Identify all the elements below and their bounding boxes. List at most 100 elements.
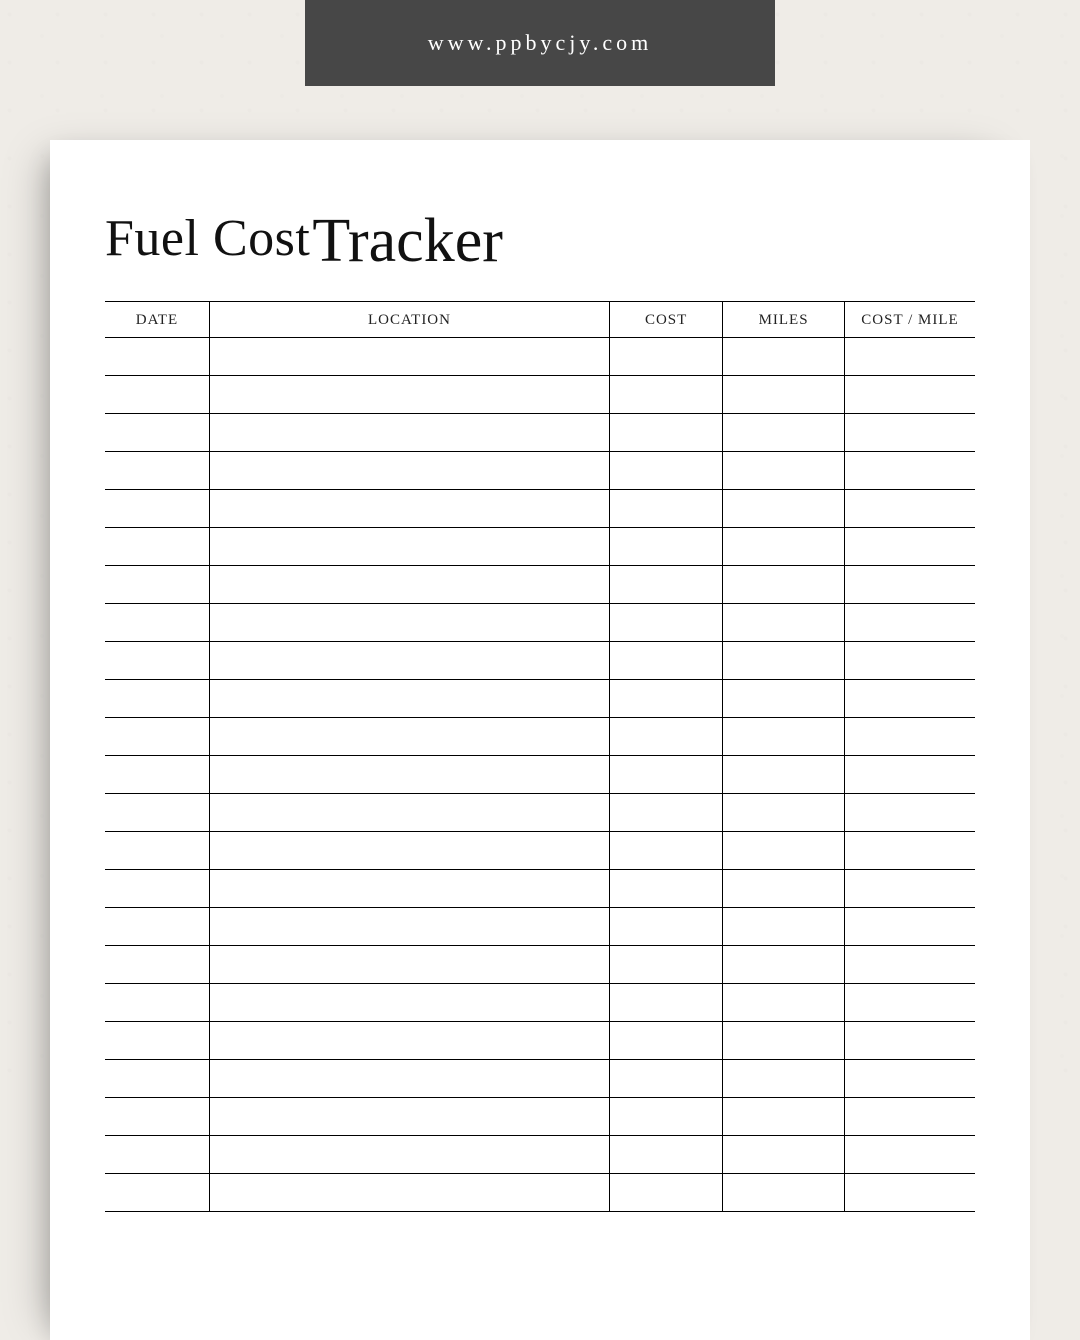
table-cell: [610, 832, 723, 870]
table-cell: [610, 718, 723, 756]
table-cell: [844, 490, 975, 528]
table-cell: [105, 794, 209, 832]
table-row: [105, 566, 975, 604]
table-row: [105, 338, 975, 376]
table-cell: [723, 528, 845, 566]
table-cell: [105, 338, 209, 376]
table-cell: [844, 1022, 975, 1060]
website-url: www.ppbycjy.com: [428, 30, 653, 56]
table-cell: [105, 604, 209, 642]
table-row: [105, 490, 975, 528]
table-cell: [105, 642, 209, 680]
table-cell: [105, 946, 209, 984]
table-cell: [844, 908, 975, 946]
table-cell: [723, 870, 845, 908]
table-cell: [723, 1136, 845, 1174]
table-cell: [844, 1174, 975, 1212]
table-cell: [844, 680, 975, 718]
table-header-row: DATE LOCATION COST MILES COST / MILE: [105, 302, 975, 338]
table-cell: [610, 414, 723, 452]
table-cell: [844, 338, 975, 376]
table-row: [105, 1060, 975, 1098]
table-cell: [844, 566, 975, 604]
table-row: [105, 1136, 975, 1174]
table-cell: [209, 1022, 609, 1060]
table-cell: [610, 680, 723, 718]
table-cell: [610, 490, 723, 528]
table-cell: [723, 794, 845, 832]
table-cell: [723, 376, 845, 414]
table-cell: [723, 1060, 845, 1098]
table-cell: [844, 1136, 975, 1174]
table-cell: [610, 376, 723, 414]
table-cell: [610, 794, 723, 832]
table-row: [105, 680, 975, 718]
table-cell: [105, 756, 209, 794]
table-row: [105, 452, 975, 490]
table-cell: [209, 946, 609, 984]
table-row: [105, 1098, 975, 1136]
table-cell: [105, 1060, 209, 1098]
table-cell: [610, 338, 723, 376]
table-cell: [610, 756, 723, 794]
table-cell: [209, 1136, 609, 1174]
table-cell: [105, 832, 209, 870]
table-cell: [105, 528, 209, 566]
table-cell: [209, 338, 609, 376]
table-cell: [844, 604, 975, 642]
table-cell: [610, 528, 723, 566]
table-cell: [610, 1136, 723, 1174]
table-cell: [209, 908, 609, 946]
table-row: [105, 604, 975, 642]
table-cell: [209, 604, 609, 642]
title-part-serif: Fuel Cost: [105, 209, 310, 268]
table-cell: [105, 1174, 209, 1212]
table-cell: [610, 1060, 723, 1098]
table-row: [105, 984, 975, 1022]
table-row: [105, 376, 975, 414]
table-row: [105, 908, 975, 946]
table-cell: [105, 718, 209, 756]
website-banner: www.ppbycjy.com: [305, 0, 775, 86]
table-row: [105, 528, 975, 566]
table-cell: [723, 338, 845, 376]
table-cell: [105, 870, 209, 908]
table-cell: [723, 832, 845, 870]
table-cell: [723, 490, 845, 528]
title-part-script: Tracker: [312, 206, 503, 277]
table-cell: [723, 1098, 845, 1136]
table-cell: [723, 908, 845, 946]
table-cell: [105, 452, 209, 490]
table-cell: [209, 680, 609, 718]
table-cell: [723, 642, 845, 680]
table-body: [105, 338, 975, 1212]
table-cell: [209, 490, 609, 528]
col-header-cost-mile: COST / MILE: [844, 302, 975, 338]
table-cell: [610, 1022, 723, 1060]
table-cell: [610, 566, 723, 604]
table-cell: [844, 832, 975, 870]
table-cell: [723, 604, 845, 642]
table-cell: [723, 718, 845, 756]
table-cell: [105, 984, 209, 1022]
table-cell: [723, 756, 845, 794]
table-cell: [209, 1174, 609, 1212]
table-row: [105, 946, 975, 984]
table-cell: [723, 984, 845, 1022]
table-cell: [610, 908, 723, 946]
table-cell: [209, 642, 609, 680]
table-head: DATE LOCATION COST MILES COST / MILE: [105, 302, 975, 338]
table-cell: [209, 452, 609, 490]
table-cell: [610, 604, 723, 642]
table-cell: [723, 452, 845, 490]
table-cell: [844, 870, 975, 908]
table-cell: [844, 984, 975, 1022]
table-cell: [105, 414, 209, 452]
table-cell: [723, 414, 845, 452]
table-cell: [209, 528, 609, 566]
table-cell: [209, 832, 609, 870]
page-title: Fuel Cost Tracker: [105, 200, 975, 271]
table-cell: [209, 414, 609, 452]
table-cell: [209, 756, 609, 794]
table-cell: [844, 528, 975, 566]
